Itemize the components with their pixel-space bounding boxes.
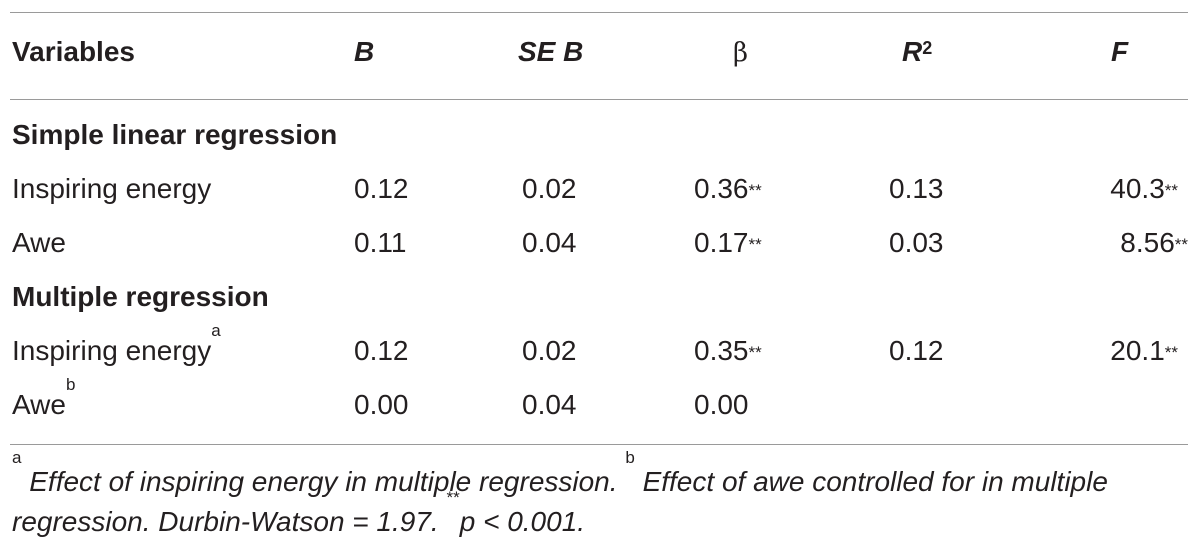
row-r2: 0.03	[889, 227, 944, 258]
f-stars: **	[1164, 181, 1178, 200]
row-variable: Inspiring energy	[12, 173, 212, 204]
row-se-b: 0.04	[522, 389, 577, 420]
row-b: 0.12	[354, 173, 409, 204]
row-se-b: 0.02	[522, 173, 577, 204]
header-r2-sup: 2	[922, 38, 933, 58]
row-beta: 0.36**	[694, 172, 762, 206]
beta-stars: **	[748, 343, 762, 362]
f-value: 8.56	[1120, 227, 1175, 258]
section-title: Multiple regression	[12, 281, 269, 312]
row-variable: Inspiring energya	[12, 322, 221, 368]
header-b: B	[354, 36, 375, 67]
row-beta: 0.17**	[694, 226, 762, 260]
row-se-b: 0.02	[522, 335, 577, 366]
top-rule	[10, 12, 1188, 13]
row-variable: Aweb	[12, 376, 75, 422]
row-b: 0.00	[354, 389, 409, 420]
row-f: 40.3**	[1110, 172, 1178, 206]
table-footnote: a Effect of inspiring energy in multiple…	[12, 449, 1188, 542]
row-se-b: 0.04	[522, 227, 577, 258]
section-title: Simple linear regression	[12, 119, 338, 150]
header-beta: β	[733, 38, 749, 68]
row-r2: 0.13	[889, 173, 944, 204]
row-r2: 0.12	[889, 335, 944, 366]
row-f: 20.1**	[1110, 334, 1178, 368]
footnote-mark-b: b	[625, 448, 635, 467]
header-rule	[10, 99, 1188, 100]
row-b: 0.11	[354, 227, 407, 258]
variable-text: Inspiring energy	[12, 335, 212, 366]
row-variable: Awe	[12, 227, 66, 258]
footnote-text-a: Effect of inspiring energy in multiple r…	[21, 466, 626, 497]
f-value: 40.3	[1110, 173, 1165, 204]
variable-footnote-mark: a	[211, 321, 221, 340]
beta-value: 0.35	[694, 335, 749, 366]
footnote-p-value: p < 0.001.	[459, 506, 586, 537]
variable-text: Awe	[12, 389, 66, 420]
row-b: 0.12	[354, 335, 409, 366]
row-beta: 0.00	[694, 388, 749, 422]
header-variables: Variables	[12, 36, 135, 67]
bottom-rule	[10, 444, 1188, 445]
row-beta: 0.35**	[694, 334, 762, 368]
header-f: F	[1111, 36, 1129, 67]
beta-stars: **	[748, 235, 762, 254]
beta-value: 0.00	[694, 389, 749, 420]
header-r2: R2	[902, 35, 932, 69]
beta-stars: **	[748, 181, 762, 200]
row-f: 8.56**	[1120, 226, 1188, 260]
beta-value: 0.17	[694, 227, 749, 258]
footnote-mark-a: a	[12, 448, 22, 467]
header-r2-base: R	[902, 36, 923, 67]
footnote-stars: **	[446, 488, 460, 507]
variable-footnote-mark: b	[65, 375, 76, 394]
footnote-text-b: Effect of awe controlled for in multiple…	[12, 466, 1108, 537]
beta-value: 0.36	[694, 173, 749, 204]
f-stars: **	[1174, 235, 1188, 254]
f-stars: **	[1164, 343, 1178, 362]
header-se-b: SE B	[518, 36, 584, 67]
f-value: 20.1	[1110, 335, 1165, 366]
